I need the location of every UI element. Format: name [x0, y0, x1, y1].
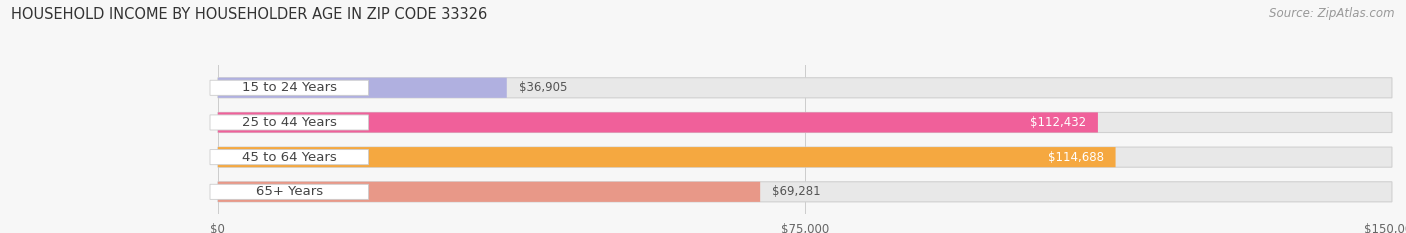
FancyBboxPatch shape: [209, 184, 368, 199]
FancyBboxPatch shape: [218, 112, 1098, 133]
FancyBboxPatch shape: [218, 112, 1392, 133]
Text: 45 to 64 Years: 45 to 64 Years: [242, 151, 336, 164]
FancyBboxPatch shape: [209, 80, 368, 95]
FancyBboxPatch shape: [218, 147, 1115, 167]
Text: $112,432: $112,432: [1031, 116, 1087, 129]
FancyBboxPatch shape: [218, 182, 1392, 202]
FancyBboxPatch shape: [218, 147, 1392, 167]
FancyBboxPatch shape: [218, 78, 506, 98]
FancyBboxPatch shape: [209, 115, 368, 130]
Text: 65+ Years: 65+ Years: [256, 185, 323, 198]
FancyBboxPatch shape: [218, 182, 761, 202]
Text: Source: ZipAtlas.com: Source: ZipAtlas.com: [1270, 7, 1395, 20]
Text: $114,688: $114,688: [1047, 151, 1104, 164]
Text: 15 to 24 Years: 15 to 24 Years: [242, 81, 337, 94]
Text: HOUSEHOLD INCOME BY HOUSEHOLDER AGE IN ZIP CODE 33326: HOUSEHOLD INCOME BY HOUSEHOLDER AGE IN Z…: [11, 7, 488, 22]
Text: 25 to 44 Years: 25 to 44 Years: [242, 116, 336, 129]
Text: $36,905: $36,905: [519, 81, 567, 94]
FancyBboxPatch shape: [218, 78, 1392, 98]
Text: $69,281: $69,281: [772, 185, 821, 198]
FancyBboxPatch shape: [209, 150, 368, 165]
